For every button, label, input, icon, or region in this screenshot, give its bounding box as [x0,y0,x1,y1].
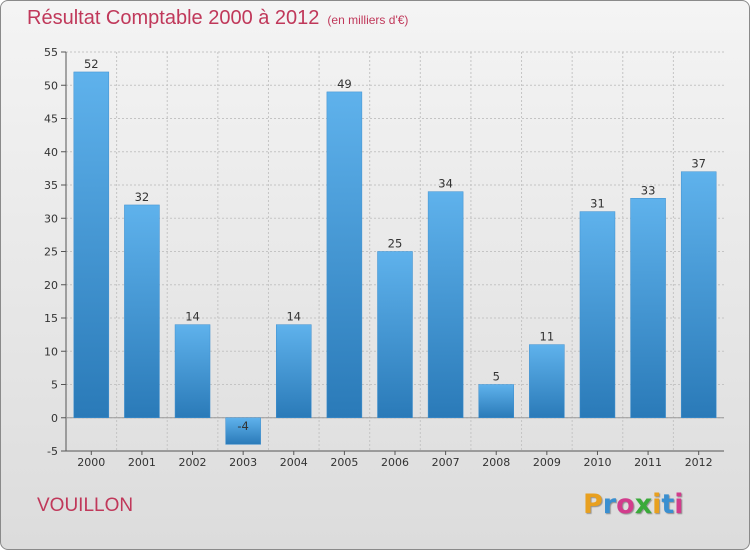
bar-2004 [276,324,312,418]
value-label-2011: 33 [641,183,656,197]
x-tick-label: 2004 [280,456,308,469]
x-tick-label: 2009 [533,456,561,469]
value-label-2012: 37 [691,157,706,171]
value-label-2000: 52 [84,57,99,71]
bar-2006 [377,251,413,418]
x-tick-label: 2008 [482,456,510,469]
y-tick-label: 10 [44,345,58,358]
bar-2010 [579,211,616,418]
bar-2008 [478,384,514,418]
y-axis-ticks: -5 0 5 10 15 20 25 30 35 40 45 50 55 [44,46,58,458]
chart-title-unit: (en milliers d'€) [327,13,409,27]
town-name: VOUILLON [37,495,134,516]
x-tick-label: 2012 [685,456,713,469]
value-label-2002: 14 [185,310,200,324]
x-tick-label: 2002 [179,456,207,469]
y-tick-label: 40 [44,146,58,159]
bar-2003 [225,417,261,445]
value-labels: 52 32 14 -4 14 49 25 34 5 11 31 33 37 [84,57,706,433]
x-tick-label: 2005 [330,456,358,469]
logo-letter: o [616,489,635,520]
y-tick-label: -5 [47,445,58,458]
value-label-2006: 25 [388,237,403,251]
chart-title: Résultat Comptable 2000 à 2012 (en millie… [27,7,408,30]
x-tick-label: 2007 [432,456,460,469]
logo-letter: t [661,489,675,520]
bar-2007 [427,191,464,418]
logo-letter: P [583,489,603,520]
y-tick-label: 20 [44,279,58,292]
logo-letter: r [602,489,617,520]
proxiti-logo: Proxiti [583,489,684,520]
bar-2012 [680,171,717,418]
x-tick-label: 2003 [229,456,257,469]
y-tick-label: 0 [51,412,58,425]
value-label-2005: 49 [337,77,352,91]
value-label-2009: 11 [540,330,555,344]
value-label-2003: -4 [237,419,248,433]
chart-title-text: Résultat Comptable 2000 à 2012 [27,7,320,29]
logo-letter: x [634,489,653,520]
value-label-2001: 32 [135,190,150,204]
bar-2000 [73,71,110,418]
logo-letter: i [674,489,684,520]
y-tick-label: 45 [44,113,58,126]
x-tick-label: 2010 [583,456,611,469]
bar-2011 [630,198,666,418]
bar-2009 [529,344,565,419]
y-tick-label: 35 [44,179,58,192]
x-tick-label: 2006 [381,456,409,469]
logo-letter: i [652,489,662,520]
y-tick-label: 55 [44,46,58,59]
value-label-2008: 5 [493,370,500,384]
x-tick-label: 2011 [634,456,662,469]
x-axis-ticks: 2000 2001 2002 2003 2004 2005 2006 2007 2008 2009… [77,456,712,469]
y-tick-label: 50 [44,79,58,92]
bars [73,71,717,445]
y-tick-label: 25 [44,246,58,259]
bar-2001 [124,204,160,418]
y-tick-label: 15 [44,312,58,325]
x-tick-label: 2001 [128,456,156,469]
y-tick-label: 5 [51,379,58,392]
bar-2005 [326,91,363,419]
value-label-2004: 14 [286,310,301,324]
value-label-2007: 34 [438,177,453,191]
y-tick-label: 30 [44,212,58,225]
x-tick-label: 2000 [77,456,105,469]
bar-2002 [174,324,211,418]
value-label-2010: 31 [590,197,605,211]
